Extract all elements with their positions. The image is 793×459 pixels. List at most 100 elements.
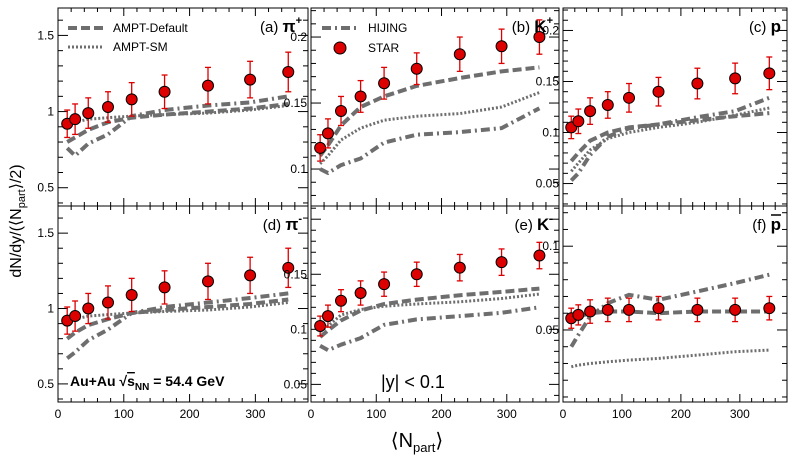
x-tick-label: 100 — [114, 407, 134, 421]
star-data-point — [354, 90, 367, 103]
y-tick-label: 0.2 — [290, 30, 307, 44]
star-data-point — [202, 79, 214, 92]
x-tick-label: 200 — [432, 407, 452, 421]
star-data-point — [410, 268, 423, 281]
y-tick-label: 0.5 — [37, 181, 54, 195]
y-tick-label: 0.5 — [37, 377, 54, 391]
series-ampt-sm — [570, 348, 770, 369]
y-tick-label: 0.05 — [284, 377, 308, 391]
legend-hijing-star: HIJING STAR — [322, 21, 407, 55]
panel-label: (b) K+ — [512, 15, 553, 36]
x-tick-label: 0 — [560, 407, 567, 421]
star-data-point — [314, 320, 327, 333]
panel-frame — [310, 7, 560, 207]
star-data-point — [691, 303, 704, 316]
series-hijing — [319, 305, 540, 353]
star-data-point — [623, 91, 636, 104]
legend-ampt-sm-label: AMPT-SM — [113, 40, 168, 54]
x-tick-label: 300 — [245, 407, 265, 421]
star-data-point — [125, 288, 138, 301]
y-tick-label: 0.1 — [542, 126, 559, 140]
star-data-point — [729, 303, 742, 316]
series-hijing — [569, 272, 770, 348]
star-data-point — [652, 302, 665, 315]
legend-hijing-label: HIJING — [368, 21, 407, 35]
star-data-point — [652, 85, 665, 98]
panel-frame — [310, 205, 560, 403]
panel-particle: π — [283, 17, 296, 36]
y-axis-title: dN/dy/(⟨Npart⟩/2) — [8, 164, 28, 277]
panel-tag: (d) — [263, 217, 281, 234]
series-hijing — [569, 95, 771, 182]
star-data-point — [533, 249, 546, 262]
star-data-point — [453, 261, 466, 274]
star-data-point — [82, 107, 95, 120]
y-tick-label: 0.05 — [536, 177, 560, 191]
panel-particle: π — [285, 215, 298, 234]
panel-label: (c) p — [749, 17, 781, 36]
legend-star-marker — [333, 41, 347, 55]
y-tick-label: 0.1 — [290, 322, 307, 336]
x-tick-label: 300 — [730, 407, 750, 421]
panel-tag: (b) — [512, 19, 530, 36]
panel-pi-plus: 0.5 1 1.5 (a) π+ — [37, 7, 309, 207]
panel-antiproton: 0.05 0.1 0 100 200 300 (f) p — [536, 205, 788, 421]
star-data-point — [125, 93, 138, 106]
panel-frame — [562, 205, 788, 403]
panel-label: (e) K- — [515, 213, 554, 234]
x-tick-label: 100 — [612, 407, 632, 421]
legend-star-label: STAR — [368, 41, 399, 55]
series-ampt-sm — [66, 301, 289, 324]
y-tick-label: 1 — [47, 105, 54, 119]
star-data-point — [335, 104, 348, 117]
star-data-point — [202, 275, 214, 288]
panel-tag: (c) — [749, 19, 767, 36]
y-tick-label: 0.1 — [542, 239, 559, 253]
star-data-point — [410, 62, 423, 75]
y-axis-title-subscript: part — [16, 189, 28, 208]
panel-charge: - — [549, 213, 553, 225]
star-data-point — [601, 303, 614, 316]
star-data-point — [69, 310, 82, 323]
star-data-point — [378, 77, 391, 90]
star-data-point — [495, 40, 508, 53]
series-ampt-sm — [319, 91, 540, 165]
star-data-point — [691, 77, 704, 90]
panel-pi-minus: 0.5 1 1.5 0 100 200 300 (d) π- — [37, 205, 309, 421]
panel-particle: p — [771, 17, 781, 36]
star-data-point — [282, 261, 295, 274]
y-tick-label: 0.05 — [536, 323, 560, 337]
star-data-point — [158, 85, 171, 98]
x-axis-title-subscript: part — [413, 440, 436, 455]
star-data-point — [158, 281, 171, 294]
rapidity-cut-label: |y| < 0.1 — [381, 372, 445, 392]
s-subscript: NN — [135, 382, 149, 393]
panel-charge: - — [298, 213, 302, 225]
panel-frame — [57, 205, 309, 403]
star-data-point — [321, 127, 334, 140]
x-tick-label: 200 — [180, 407, 200, 421]
series-hijing — [319, 106, 541, 175]
y-tick-label: 1.5 — [37, 28, 54, 42]
series-hijing — [65, 291, 289, 360]
y-tick-label: 0.15 — [536, 74, 560, 88]
star-data-point — [354, 286, 367, 299]
x-tick-label: 300 — [497, 407, 517, 421]
star-data-point — [572, 308, 585, 321]
panel-k-plus: 0.10.150.2(b) K+ — [284, 7, 560, 207]
panel-proton: 0.05 0.1 0.15 0.2 (c) p — [536, 7, 788, 207]
y-tick-label: 1 — [47, 302, 54, 316]
panel-charge: + — [547, 15, 553, 27]
panel-particle: p — [771, 215, 781, 234]
y-tick-label: 0.15 — [284, 96, 308, 110]
legend-ampt-default-label: AMPT-Default — [113, 21, 188, 35]
star-data-point — [314, 141, 327, 154]
star-data-point — [102, 296, 114, 309]
panel-particle: K — [534, 17, 547, 36]
y-tick-label: 1.5 — [37, 226, 54, 240]
y-tick-label: 0.1 — [290, 162, 307, 176]
y-tick-label: 0.2 — [542, 23, 559, 37]
x-tick-label: 200 — [671, 407, 691, 421]
series-ampt-default — [318, 286, 540, 339]
